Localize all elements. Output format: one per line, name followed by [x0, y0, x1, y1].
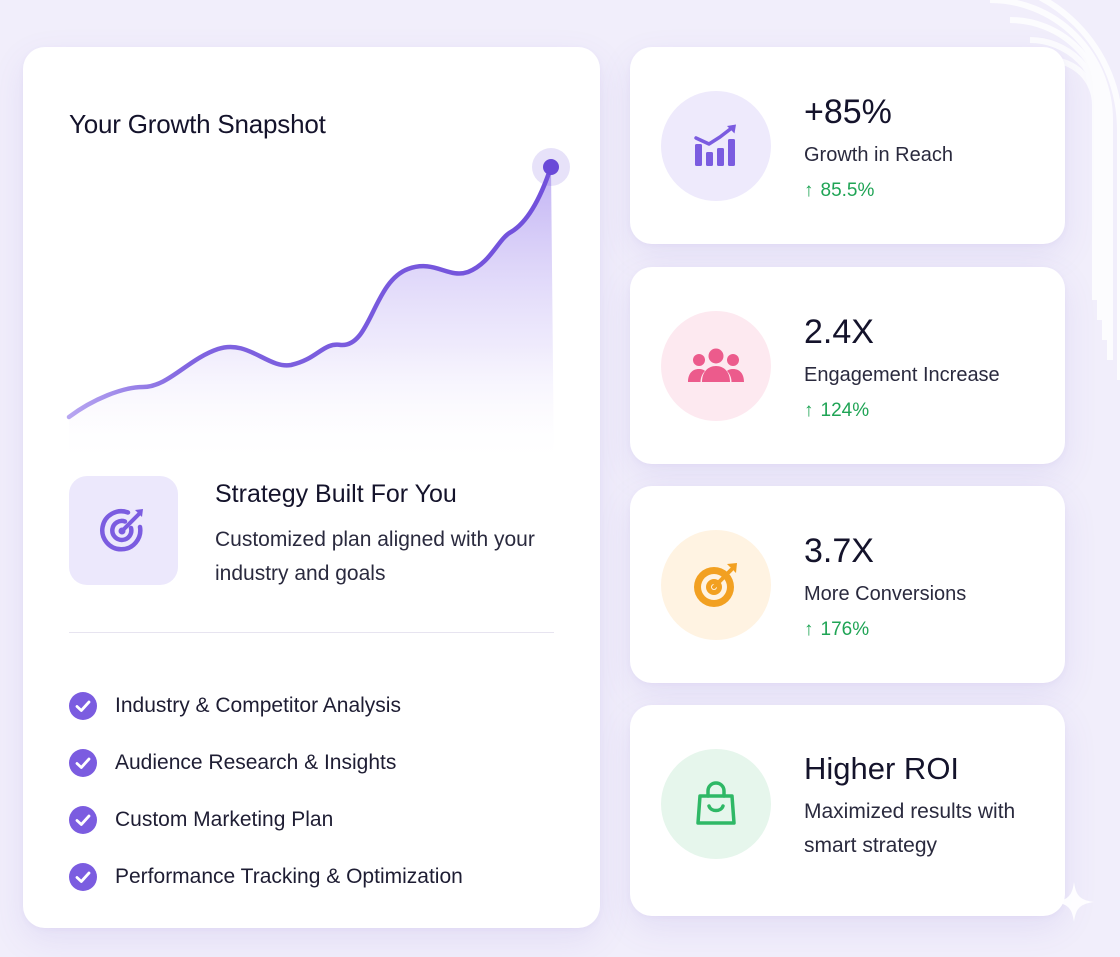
checklist-label: Custom Marketing Plan [115, 807, 334, 831]
growth-snapshot-card: Your Growth Snapshot [23, 47, 600, 928]
stat-value: 2.4X [804, 313, 874, 351]
stat-icon-circle [661, 311, 771, 421]
strategy-description: Customized plan aligned with your indust… [215, 528, 535, 585]
target-icon [99, 508, 143, 551]
checklist-item: Industry & Competitor Analysis [69, 677, 463, 734]
growth-trend-chart [66, 148, 570, 467]
stat-value: +85% [804, 93, 892, 131]
check-circle-icon [69, 805, 97, 834]
growth-line [66, 164, 554, 420]
roi-title: Higher ROI [804, 751, 960, 786]
stat-change: ↑ 85.5% [804, 180, 874, 202]
check-circle-icon [69, 862, 97, 891]
sparkle-icon [1054, 882, 1094, 922]
checklist-label: Audience Research & Insights [115, 750, 397, 774]
stat-card-reach: +85% Growth in Reach ↑ 85.5% [630, 47, 1065, 244]
arrow-up-icon: ↑ [804, 619, 814, 640]
users-group-icon [688, 348, 744, 382]
stat-card-conversions: 3.7X More Conversions ↑ 176% [630, 486, 1065, 683]
roi-description: Maximized results with smart strategy [804, 800, 1016, 857]
stat-label: Engagement Increase [804, 364, 1000, 386]
arrow-up-icon: ↑ [804, 180, 814, 201]
stat-value: 3.7X [804, 532, 874, 570]
section-divider [69, 632, 554, 633]
bar-chart-growth-icon [694, 124, 736, 166]
snapshot-title: Your Growth Snapshot [69, 109, 326, 139]
check-circle-icon [69, 691, 97, 720]
growth-area [69, 167, 554, 467]
stat-icon-circle [661, 749, 771, 859]
checklist-item: Custom Marketing Plan [69, 791, 463, 848]
feature-checklist: Industry & Competitor Analysis Audience … [69, 677, 463, 905]
stat-icon-circle [661, 530, 771, 640]
strategy-title: Strategy Built For You [215, 480, 457, 508]
stat-change: ↑ 176% [804, 619, 869, 641]
stat-card-engagement: 2.4X Engagement Increase ↑ 124% [630, 267, 1065, 464]
stat-card-roi: Higher ROI Maximized results with smart … [630, 705, 1065, 916]
strategy-icon-box [69, 476, 178, 585]
growth-endpoint-dot [543, 159, 559, 175]
stat-change-value: 85.5% [820, 180, 875, 201]
stat-change-value: 176% [820, 619, 870, 640]
target-icon [694, 563, 737, 607]
check-circle-icon [69, 748, 97, 777]
stat-change-value: 124% [820, 400, 870, 421]
checklist-label: Industry & Competitor Analysis [115, 693, 401, 717]
shopping-bag-icon [696, 781, 736, 825]
stat-icon-circle [661, 91, 771, 201]
arrow-up-icon: ↑ [804, 400, 814, 421]
stat-label: More Conversions [804, 583, 967, 605]
stat-change: ↑ 124% [804, 400, 869, 422]
checklist-label: Performance Tracking & Optimization [115, 864, 463, 888]
stat-label: Growth in Reach [804, 144, 953, 166]
checklist-item: Audience Research & Insights [69, 734, 463, 791]
checklist-item: Performance Tracking & Optimization [69, 848, 463, 905]
